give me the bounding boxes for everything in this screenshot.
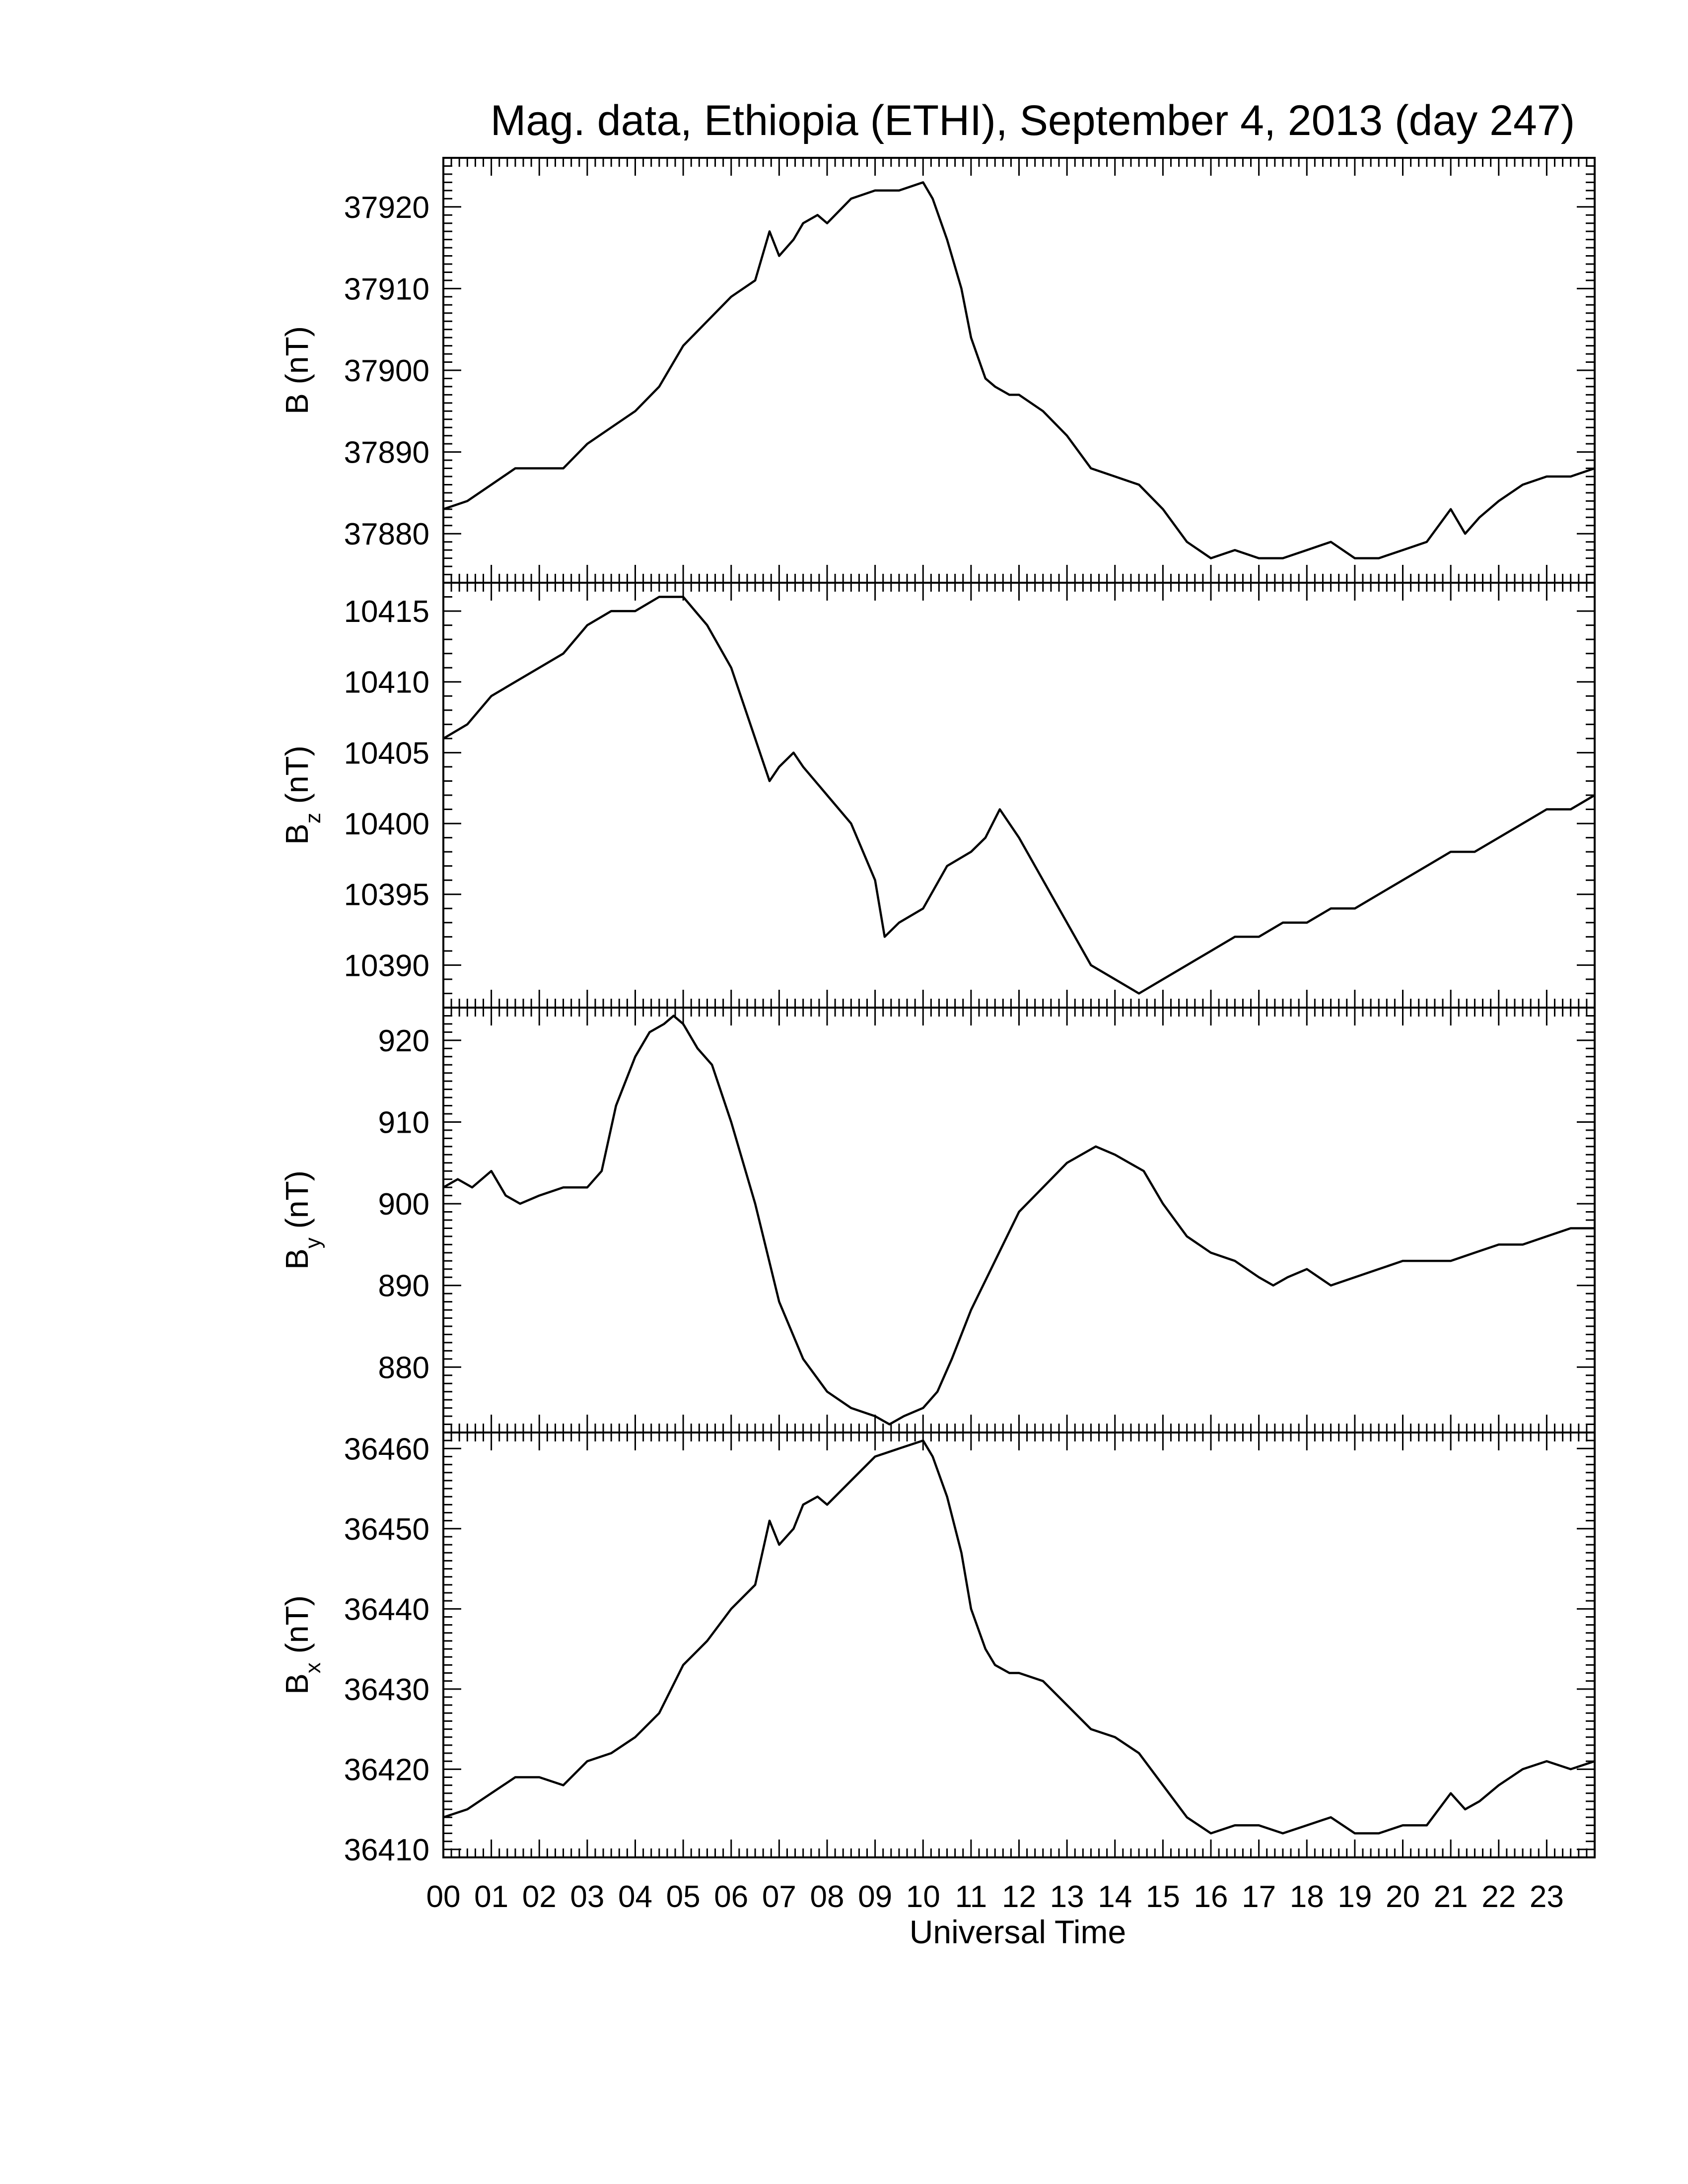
y-tick-label: 910 [378,1105,429,1140]
x-tick-label: 19 [1337,1880,1372,1914]
y-tick-label: 10395 [344,878,429,912]
x-ticks [442,1433,1596,1857]
x-tick-label: 01 [474,1880,508,1914]
x-tick-label: 02 [522,1880,557,1914]
y-tick-label: 10415 [344,595,429,629]
y-axis-label: By (nT) [279,1170,325,1270]
x-tick-label: 20 [1386,1880,1420,1914]
y-tick-label: 37880 [344,517,429,551]
y-ticks [443,157,1595,584]
x-tick-label: 23 [1530,1880,1564,1914]
panel-by: 880 890 900 910 920 By (nT) [279,1007,1596,1433]
series-line-bz [442,596,1596,995]
y-axis-label: B (nT) [279,326,315,414]
y-ticks [443,582,1595,1009]
y-tick-label: 37900 [344,354,429,388]
x-tick-label: 10 [906,1880,940,1914]
y-ticks [443,1432,1595,1858]
y-tick-label: 36450 [344,1512,429,1547]
x-tick-label: 03 [570,1880,604,1914]
x-tick-label: 15 [1146,1880,1180,1914]
series-line-by [442,1015,1595,1426]
series-line-bx [443,1439,1595,1835]
x-axis-label: Universal Time [910,1913,1126,1950]
x-tick-label: 18 [1290,1880,1324,1914]
y-axis-label: Bx (nT) [279,1595,325,1695]
x-ticks [442,1008,1596,1433]
x-tick-label: 04 [618,1880,652,1914]
y-tick-label: 900 [378,1187,429,1222]
y-tick-label: 36410 [344,1833,429,1867]
axes-frame [442,582,1596,1009]
y-tick-label: 10410 [344,666,429,700]
y-tick-label: 920 [378,1024,429,1058]
y-tick-label: 880 [378,1351,429,1385]
x-tick-label: 12 [1002,1880,1036,1914]
y-tick-label: 10405 [344,736,429,770]
chart-title: Mag. data, Ethiopia (ETHI), September 4,… [491,97,1575,144]
x-tick-label: 05 [666,1880,701,1914]
axes-frame [442,157,1596,584]
x-tick-label: 09 [858,1880,892,1914]
x-tick-label: 14 [1098,1880,1132,1914]
x-tick-label: 21 [1434,1880,1468,1914]
x-ticks [442,158,1596,583]
y-tick-label: 890 [378,1269,429,1303]
y-tick-label: 37890 [344,436,429,470]
x-tick-label: 08 [810,1880,844,1914]
y-tick-label: 10400 [344,807,429,841]
y-tick-label: 37920 [344,191,429,225]
series-line-b [443,181,1595,559]
y-tick-label: 10390 [344,949,429,983]
y-axis-label: Bz (nT) [279,746,325,845]
y-tick-label: 36460 [344,1432,429,1466]
x-tick-label: 06 [714,1880,748,1914]
x-tick-label: 13 [1050,1880,1084,1914]
x-tick-label: 00 [426,1880,461,1914]
y-tick-label: 36430 [344,1673,429,1707]
axes-frame [442,1432,1596,1858]
x-tick-label: 11 [955,1880,987,1914]
y-ticks [443,1007,1595,1433]
x-tick-label: 07 [762,1880,796,1914]
x-tick-label: 22 [1481,1880,1516,1914]
panel-bz: 10390 10395 10400 10405 10410 10415 Bz (nT) [279,582,1596,1009]
x-tick-label: 16 [1194,1880,1228,1914]
x-ticks [442,583,1596,1008]
y-tick-label: 37910 [344,272,429,306]
panel-bx: 36410 36420 36430 36440 36450 36460 Bx (nT) [279,1432,1596,1867]
x-tick-label: 17 [1242,1880,1276,1914]
panel-b: 37880 37890 37900 37910 37920 B (nT) [279,157,1596,584]
axes-frame [442,1007,1596,1433]
y-tick-label: 36420 [344,1753,429,1787]
y-tick-label: 36440 [344,1592,429,1627]
x-tick-labels: 00 01 02 03 04 05 06 07 08 09 10 11 12 13 14 15 16 17 18 19… [426,1880,1564,1914]
